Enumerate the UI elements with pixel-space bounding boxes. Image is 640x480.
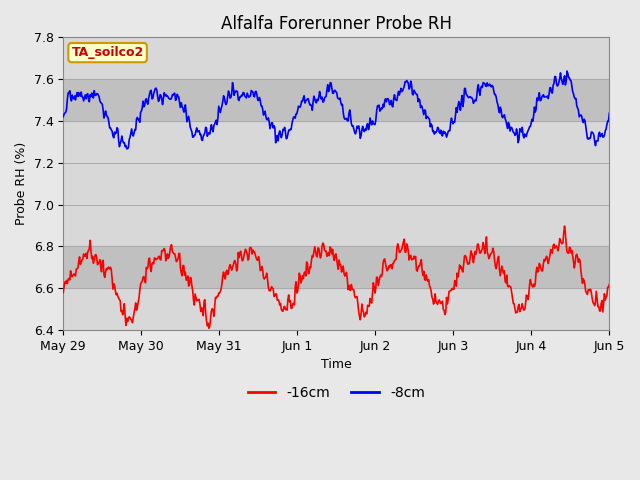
Y-axis label: Probe RH (%): Probe RH (%) <box>15 142 28 225</box>
X-axis label: Time: Time <box>321 359 351 372</box>
Bar <box>63 246 609 288</box>
Legend: -16cm, -8cm: -16cm, -8cm <box>242 380 431 405</box>
Text: TA_soilco2: TA_soilco2 <box>72 46 144 59</box>
Title: Alfalfa Forerunner Probe RH: Alfalfa Forerunner Probe RH <box>221 15 452 33</box>
Bar <box>63 79 609 121</box>
